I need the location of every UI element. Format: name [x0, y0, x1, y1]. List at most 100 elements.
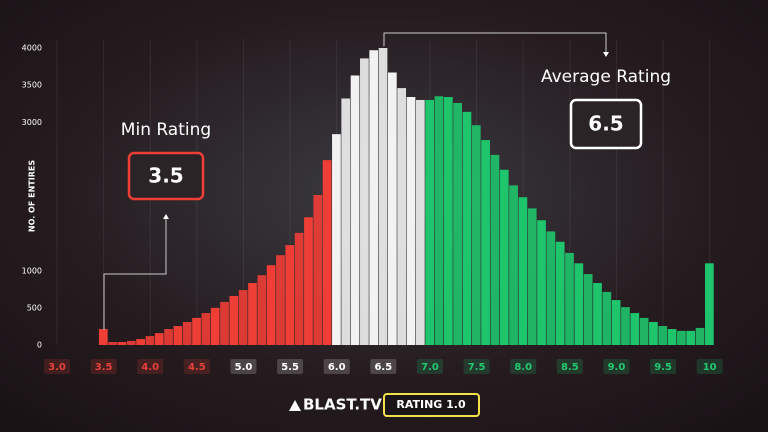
- x-tick-box: [277, 359, 304, 374]
- y-tick-label: 500: [27, 303, 42, 312]
- x-tick-label: 8.5: [561, 362, 579, 373]
- bar: [509, 185, 518, 345]
- x-tick-box: [90, 359, 117, 374]
- bar: [695, 327, 705, 345]
- bar: [649, 321, 658, 345]
- bar: [537, 220, 546, 345]
- x-tick-label: 5.5: [281, 362, 299, 373]
- bar: [332, 134, 341, 345]
- x-tick-box: [43, 359, 70, 374]
- x-tick-label: 3.5: [95, 362, 113, 373]
- annotation-arrow: [163, 214, 169, 219]
- annotation-box: [127, 151, 205, 201]
- bar: [164, 329, 173, 345]
- bar: [201, 313, 211, 345]
- bar: [462, 111, 472, 345]
- bar: [471, 125, 481, 345]
- y-axis-label: NO. OF ENTIRES: [28, 160, 37, 232]
- bar: [210, 307, 220, 345]
- y-tick-label: 3500: [22, 81, 42, 90]
- x-tick-box: [416, 359, 443, 374]
- bar: [527, 208, 537, 345]
- bar: [453, 102, 462, 345]
- bar: [583, 274, 593, 345]
- y-tick-label: 4000: [22, 44, 42, 53]
- bar: [546, 231, 556, 345]
- bar: [266, 265, 276, 345]
- bar: [304, 217, 313, 345]
- x-tick-box: [463, 359, 490, 374]
- bar: [574, 263, 584, 345]
- bar: [397, 88, 407, 345]
- bar: [154, 333, 164, 345]
- x-tick-label: 5.0: [235, 362, 253, 373]
- bar: [360, 58, 369, 346]
- bar: [350, 75, 360, 345]
- brand: BLAST.TV: [303, 396, 382, 414]
- bar: [658, 326, 668, 345]
- bar: [490, 154, 500, 345]
- bar: [621, 307, 630, 345]
- bar: [686, 330, 696, 345]
- annotation-label: Min Rating: [121, 120, 211, 140]
- bar: [192, 317, 201, 345]
- x-tick-label: 10: [703, 362, 717, 373]
- annotation-box: [569, 98, 643, 150]
- annotation-value: 3.5: [148, 164, 183, 188]
- x-tick-box: [183, 359, 210, 374]
- bar: [481, 140, 490, 345]
- bar: [341, 98, 351, 346]
- bar: [677, 330, 686, 345]
- bar: [248, 283, 257, 345]
- bar: [126, 340, 136, 345]
- bar: [415, 99, 425, 345]
- annotation-label: Average Rating: [541, 67, 671, 87]
- bar: [434, 96, 444, 345]
- bar: [378, 48, 388, 345]
- bar: [630, 313, 640, 345]
- x-tick-box: [323, 359, 350, 374]
- bar: [602, 291, 612, 345]
- x-tick-label: 4.0: [141, 362, 159, 373]
- x-tick-box: [137, 359, 164, 374]
- bar: [294, 232, 304, 345]
- bar: [322, 160, 332, 345]
- y-tick-label: 3000: [22, 118, 42, 127]
- x-tick-label: 7.0: [421, 362, 439, 373]
- bar: [443, 97, 453, 345]
- bar: [313, 195, 323, 345]
- x-tick-box: [370, 359, 397, 374]
- annotation-connector: [383, 32, 607, 52]
- annotation-value: 6.5: [588, 112, 623, 136]
- x-tick-box: [230, 359, 257, 374]
- x-tick-box: [510, 359, 537, 374]
- bar: [611, 300, 621, 345]
- x-tick-label: 3.0: [48, 362, 66, 373]
- bar: [136, 339, 145, 345]
- bar: [593, 283, 602, 345]
- bar: [257, 275, 267, 345]
- bar: [238, 290, 248, 345]
- bar: [518, 197, 528, 345]
- bar: [229, 295, 239, 345]
- x-tick-label: 9.5: [654, 362, 672, 373]
- bar: [639, 317, 649, 345]
- annotation-connector: [103, 218, 167, 330]
- x-tick-label: 4.5: [188, 362, 206, 373]
- x-tick-box: [603, 359, 630, 374]
- bar: [387, 72, 397, 345]
- bar: [369, 50, 379, 345]
- y-tick-label: 0: [37, 341, 42, 350]
- bar: [182, 321, 192, 345]
- bar: [220, 301, 229, 345]
- bar: [173, 326, 183, 345]
- annotation-arrow: [603, 52, 609, 57]
- bar: [117, 342, 127, 345]
- x-tick-box: [696, 359, 723, 374]
- bar: [145, 336, 155, 345]
- x-tick-label: 7.5: [468, 362, 486, 373]
- x-tick-label: 6.5: [374, 362, 392, 373]
- bar: [499, 169, 509, 345]
- x-tick-label: 9.0: [608, 362, 626, 373]
